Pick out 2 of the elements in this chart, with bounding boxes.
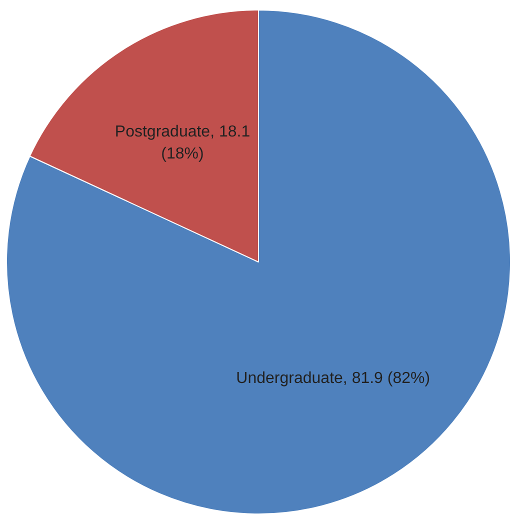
slice-label: Postgraduate, 18.1 (18%) bbox=[114, 123, 250, 162]
slice-label: Undergraduate, 81.9 (82%) bbox=[236, 370, 430, 388]
